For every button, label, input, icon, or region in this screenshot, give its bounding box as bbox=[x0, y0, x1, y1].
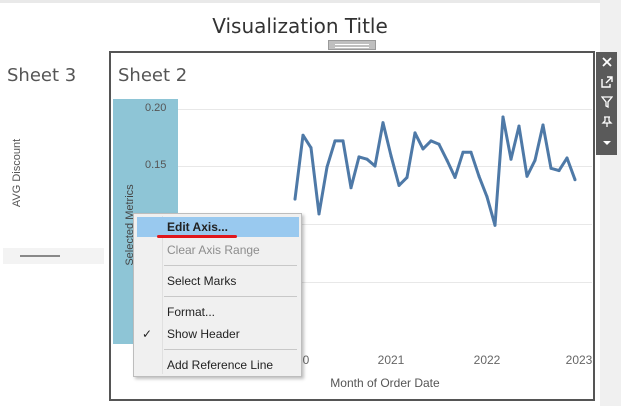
data-point[interactable] bbox=[309, 146, 313, 150]
data-point[interactable] bbox=[349, 186, 353, 190]
data-point[interactable] bbox=[333, 139, 337, 143]
data-point[interactable] bbox=[541, 123, 545, 127]
data-point[interactable] bbox=[461, 150, 465, 154]
data-point[interactable] bbox=[301, 133, 305, 137]
menu-item-add-reference-line[interactable]: Add Reference Line bbox=[137, 355, 299, 375]
chevron-down-icon[interactable] bbox=[596, 134, 617, 152]
menu-item-label: Edit Axis... bbox=[167, 220, 228, 234]
move-handle[interactable] bbox=[328, 40, 376, 50]
data-point[interactable] bbox=[405, 175, 409, 179]
data-point[interactable] bbox=[365, 157, 369, 161]
menu-item-label: Show Header bbox=[167, 327, 240, 341]
series-line[interactable] bbox=[293, 115, 577, 227]
top-strip bbox=[0, 0, 600, 3]
data-point[interactable] bbox=[381, 121, 385, 125]
x-tick-label: 2021 bbox=[377, 353, 405, 367]
gridline bbox=[178, 282, 592, 283]
gridline bbox=[178, 224, 592, 225]
y-tick-label: 0.20 bbox=[145, 102, 167, 114]
gridline bbox=[178, 109, 592, 110]
data-point[interactable] bbox=[565, 156, 569, 160]
filter-icon[interactable] bbox=[596, 93, 617, 111]
menu-item-edit-axis[interactable]: Edit Axis... bbox=[137, 217, 299, 237]
checkmark-icon: ✓ bbox=[142, 327, 153, 341]
data-point[interactable] bbox=[469, 150, 473, 154]
data-point[interactable] bbox=[413, 131, 417, 135]
sheet3-mark-line bbox=[20, 255, 60, 257]
menu-item-show-header[interactable]: ✓ Show Header bbox=[137, 324, 299, 344]
x-tick-label: 2023 bbox=[565, 353, 593, 367]
data-point[interactable] bbox=[445, 158, 449, 162]
data-point[interactable] bbox=[477, 174, 481, 178]
data-point[interactable] bbox=[533, 158, 537, 162]
data-point[interactable] bbox=[493, 223, 497, 227]
menu-separator bbox=[164, 265, 297, 266]
gridline bbox=[178, 166, 592, 167]
data-point[interactable] bbox=[389, 154, 393, 158]
sheet-toolbar bbox=[596, 52, 617, 155]
data-point[interactable] bbox=[549, 166, 553, 170]
dashboard-title[interactable]: Visualization Title bbox=[212, 14, 388, 38]
data-point[interactable] bbox=[325, 165, 329, 169]
data-point[interactable] bbox=[573, 178, 577, 182]
data-point[interactable] bbox=[517, 124, 521, 128]
data-point[interactable] bbox=[453, 175, 457, 179]
menu-item-label: Add Reference Line bbox=[167, 358, 274, 372]
data-point[interactable] bbox=[485, 195, 489, 199]
data-point[interactable] bbox=[421, 147, 425, 151]
menu-item-select-marks[interactable]: Select Marks bbox=[137, 271, 299, 291]
data-point[interactable] bbox=[509, 157, 513, 161]
y-tick-label: 0.15 bbox=[145, 159, 167, 171]
data-point[interactable] bbox=[317, 212, 321, 216]
menu-separator bbox=[164, 349, 297, 350]
menu-item-clear-axis-range[interactable]: Clear Axis Range bbox=[137, 240, 299, 260]
data-point[interactable] bbox=[293, 197, 297, 201]
data-point[interactable] bbox=[437, 142, 441, 146]
menu-gutter bbox=[162, 216, 163, 374]
data-point[interactable] bbox=[397, 183, 401, 187]
menu-item-format[interactable]: Format... bbox=[137, 302, 299, 322]
data-point[interactable] bbox=[525, 174, 529, 178]
data-point[interactable] bbox=[341, 139, 345, 143]
menu-item-label: Format... bbox=[167, 305, 216, 319]
x-tick-label: 0 bbox=[302, 353, 310, 367]
menu-item-label: Select Marks bbox=[167, 274, 237, 288]
pin-icon[interactable] bbox=[596, 113, 617, 131]
sheet3-title: Sheet 3 bbox=[7, 65, 77, 86]
close-icon[interactable] bbox=[596, 53, 617, 71]
sheet2-title: Sheet 2 bbox=[118, 65, 188, 86]
popout-icon[interactable] bbox=[596, 73, 617, 91]
menu-separator bbox=[164, 296, 297, 297]
data-point[interactable] bbox=[501, 115, 505, 119]
annotation-underline bbox=[157, 235, 237, 238]
x-tick-label: 2022 bbox=[473, 353, 501, 367]
x-axis-title[interactable]: Month of Order Date bbox=[330, 376, 440, 390]
data-point[interactable] bbox=[429, 139, 433, 143]
data-point[interactable] bbox=[357, 155, 361, 159]
data-point[interactable] bbox=[557, 169, 561, 173]
data-point[interactable] bbox=[373, 164, 377, 168]
context-menu: Edit Axis... Clear Axis Range Select Mar… bbox=[133, 213, 302, 377]
menu-item-label: Clear Axis Range bbox=[167, 243, 260, 257]
